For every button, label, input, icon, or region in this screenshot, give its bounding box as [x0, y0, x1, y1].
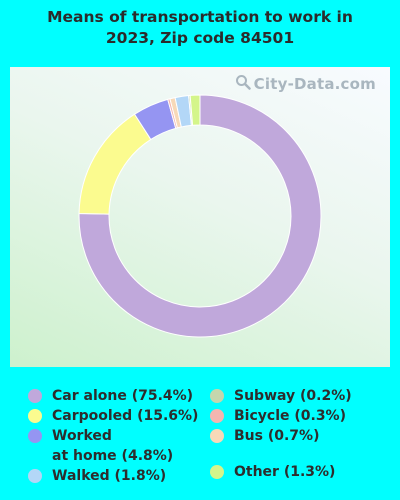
plot-area: City-Data.com	[10, 67, 390, 367]
legend-label: Car alone (75.4%)	[52, 388, 194, 404]
legend-swatch	[28, 429, 42, 443]
legend-item: Car alone (75.4%)	[28, 386, 193, 406]
legend: Car alone (75.4%) Carpooled (15.6%) Worked…	[0, 382, 400, 500]
legend-item: Subway (0.2%)	[210, 386, 352, 406]
donut-chart	[78, 94, 322, 338]
legend-label: Bicycle (0.3%)	[234, 408, 346, 424]
legend-item: Bicycle (0.3%)	[210, 406, 346, 426]
legend-swatch	[28, 469, 42, 483]
donut-slice-0	[78, 94, 322, 338]
legend-swatch	[28, 409, 42, 423]
chart-title: Means of transportation to work in 2023,…	[0, 7, 400, 49]
legend-swatch	[210, 465, 224, 479]
legend-item: Worked at home (4.8%)	[28, 426, 173, 466]
legend-item: Bus (0.7%)	[210, 426, 319, 446]
legend-item: Other (1.3%)	[210, 462, 335, 482]
legend-swatch	[210, 409, 224, 423]
legend-label: Carpooled (15.6%)	[52, 408, 199, 424]
legend-label: Worked at home (4.8%)	[52, 428, 174, 464]
magnifier-icon	[235, 74, 251, 94]
chart-title-line-2: 2023, Zip code 84501	[105, 29, 295, 47]
legend-swatch	[210, 429, 224, 443]
legend-label: Walked (1.8%)	[52, 468, 167, 484]
chart-title-line-1: Means of transportation to work in	[47, 8, 353, 26]
watermark: City-Data.com	[235, 74, 376, 94]
donut-slice-1	[78, 113, 152, 215]
donut-slice-7	[189, 94, 201, 126]
legend-item: Carpooled (15.6%)	[28, 406, 198, 426]
watermark-text: City-Data.com	[253, 75, 376, 93]
legend-label: Subway (0.2%)	[234, 388, 352, 404]
legend-label: Other (1.3%)	[234, 464, 336, 480]
legend-swatch	[210, 389, 224, 403]
legend-swatch	[28, 389, 42, 403]
legend-item: Walked (1.8%)	[28, 466, 166, 486]
legend-label: Bus (0.7%)	[234, 428, 320, 444]
